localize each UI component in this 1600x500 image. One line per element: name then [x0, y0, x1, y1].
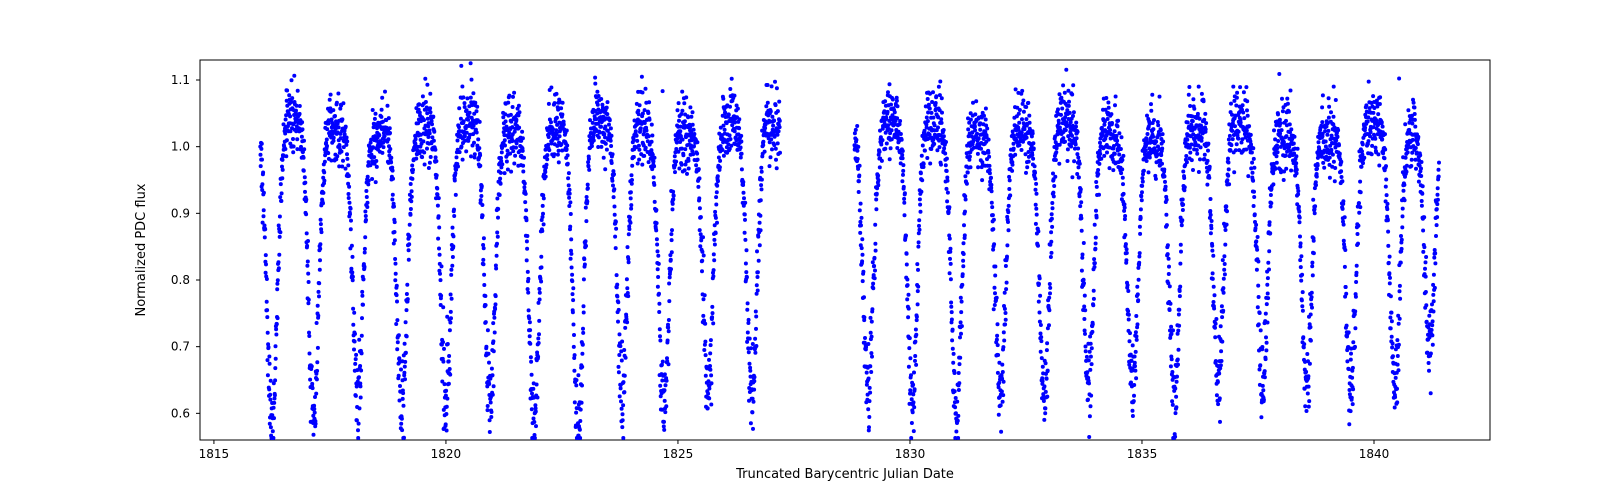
- y-tick-label: 0.6: [171, 406, 190, 420]
- y-axis-label: Normalized PDC flux: [134, 183, 149, 316]
- x-tick-label: 1840: [1359, 447, 1390, 461]
- x-tick-label: 1835: [1127, 447, 1158, 461]
- y-tick-label: 1.1: [171, 73, 190, 87]
- y-tick-label: 0.9: [171, 206, 190, 220]
- y-tick-label: 0.8: [171, 273, 190, 287]
- y-tick-label: 1.0: [171, 140, 190, 154]
- x-tick-label: 1825: [663, 447, 694, 461]
- plot-border: [200, 60, 1490, 440]
- x-axis: 1815 1820 1825 1830 1835 1840: [199, 440, 1390, 461]
- scatter-points: [258, 61, 1441, 440]
- x-axis-label: Truncated Barycentric Julian Date: [735, 467, 954, 482]
- y-tick-label: 0.7: [171, 340, 190, 354]
- x-tick-label: 1820: [431, 447, 462, 461]
- chart-svg: 1815 1820 1825 1830 1835 1840 0.6 0.7 0.8 0.9 1.0…: [0, 0, 1600, 500]
- x-tick-label: 1830: [895, 447, 926, 461]
- lightcurve-scatter-chart: 1815 1820 1825 1830 1835 1840 0.6 0.7 0.8 0.9 1.0…: [0, 0, 1600, 500]
- y-axis: 0.6 0.7 0.8 0.9 1.0 1.1: [171, 73, 200, 420]
- x-tick-label: 1815: [199, 447, 230, 461]
